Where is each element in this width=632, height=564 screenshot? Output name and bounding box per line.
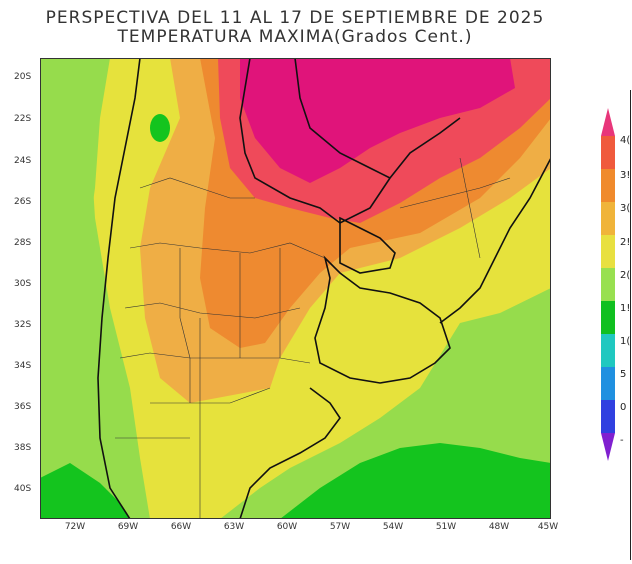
temperature-zone-green-se [280, 443, 551, 519]
legend-band [601, 367, 615, 400]
temperature-zone-magenta [240, 58, 515, 183]
legend-label-10: 1( [620, 336, 631, 347]
legend-band [601, 136, 615, 169]
page-edge-line [630, 90, 631, 560]
country-borders [97, 58, 551, 519]
legend-arrow-top [601, 108, 615, 136]
legend-band [601, 301, 615, 334]
lon-label-72w: 72W [64, 522, 86, 532]
legend-band [601, 268, 615, 301]
legend-band [601, 400, 615, 433]
legend-band [601, 202, 615, 235]
lon-label-66w: 66W [170, 522, 192, 532]
legend-label-15: 1! [620, 303, 631, 314]
lon-label-51w: 51W [435, 522, 457, 532]
map-title: PERSPECTIVA DEL 11 AL 17 DE SEPTIEMBRE D… [45, 8, 545, 28]
lon-label-63w: 63W [223, 522, 245, 532]
lat-label-32s: 32S [14, 320, 32, 330]
temperature-map [40, 58, 551, 519]
lat-label-20s: 20S [14, 72, 32, 82]
lat-label-36s: 36S [14, 402, 32, 412]
lon-label-48w: 48W [488, 522, 510, 532]
legend-label-25: 2! [620, 237, 631, 248]
map-subtitle: TEMPERATURA MAXIMA(Grados Cent.) [117, 27, 473, 47]
legend-band [601, 169, 615, 202]
map-frame [40, 58, 551, 519]
legend-label-neg: - [620, 435, 624, 446]
legend-label-40: 4( [620, 135, 631, 146]
temperature-zone-green-sw [40, 463, 130, 519]
temperature-zone-green-nw [150, 114, 170, 142]
legend-band [601, 334, 615, 367]
legend-label-5: 5 [620, 369, 627, 380]
legend-label-20: 2( [620, 270, 631, 281]
legend-label-30: 3( [620, 203, 631, 214]
lat-label-28s: 28S [14, 238, 32, 248]
lon-label-57w: 57W [329, 522, 351, 532]
legend-arrow-bottom [601, 433, 615, 461]
legend-label-35: 3! [620, 170, 631, 181]
lon-label-54w: 54W [382, 522, 404, 532]
lat-label-26s: 26S [14, 197, 32, 207]
lat-label-40s: 40S [14, 484, 32, 494]
temperature-zone-andes [40, 58, 110, 519]
legend-band [601, 235, 615, 268]
lon-label-60w: 60W [276, 522, 298, 532]
color-legend [601, 108, 615, 461]
lat-label-34s: 34S [14, 361, 32, 371]
lat-label-24s: 24S [14, 156, 32, 166]
lon-label-69w: 69W [117, 522, 139, 532]
province-borders [115, 157, 511, 519]
lat-label-38s: 38S [14, 443, 32, 453]
lon-label-45w: 45W [537, 522, 559, 532]
legend-label-0: 0 [620, 402, 627, 413]
lat-label-30s: 30S [14, 279, 32, 289]
lat-label-22s: 22S [14, 114, 32, 124]
